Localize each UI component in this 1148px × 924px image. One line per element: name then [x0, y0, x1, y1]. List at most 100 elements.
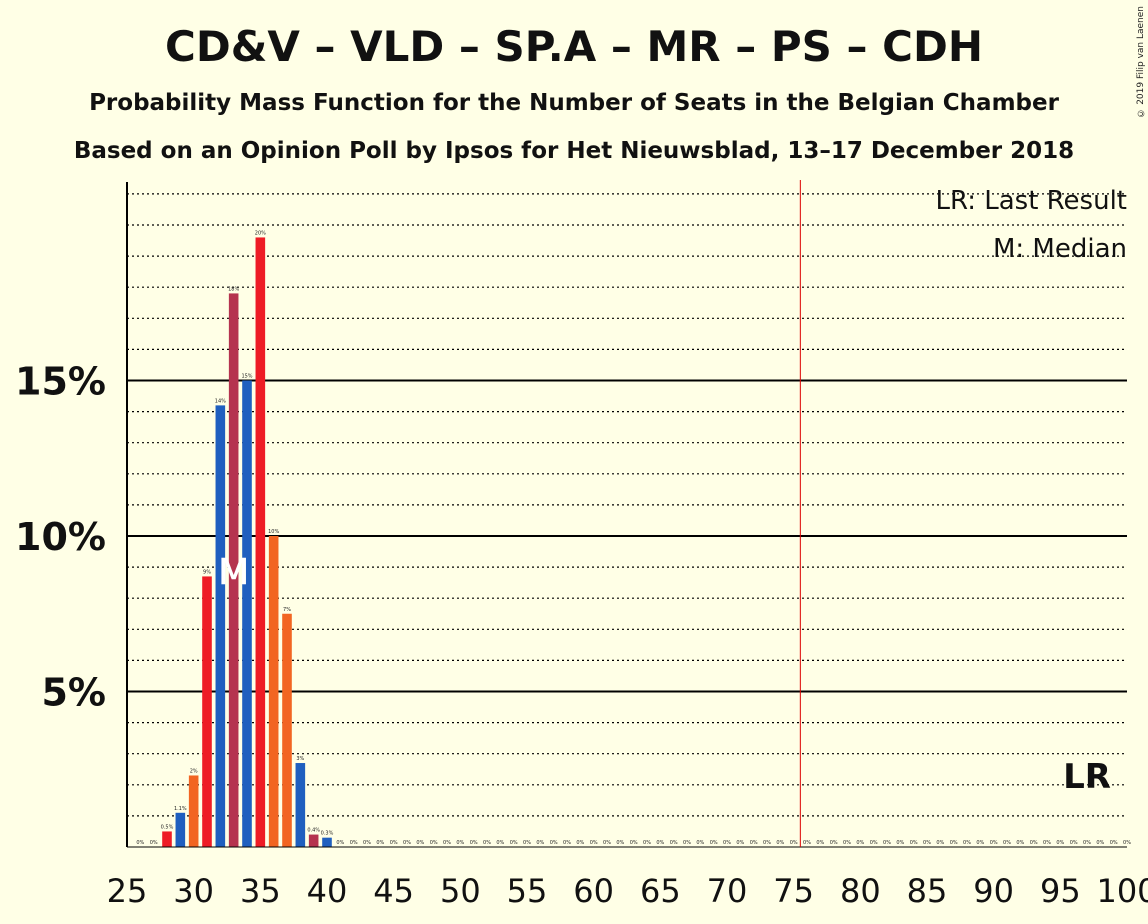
bar-label-42: 0% [350, 840, 358, 846]
x-tick-label-95: 95 [1040, 872, 1081, 910]
bar-label-40: 0.3% [321, 831, 334, 837]
bar-label-46: 0% [403, 840, 411, 846]
bar-label-50: 0% [456, 840, 464, 846]
bar-label-37: 7% [283, 607, 291, 613]
bar-label-93: 0% [1030, 840, 1038, 846]
bar-label-53: 0% [496, 840, 504, 846]
bar-label-100: 0% [1123, 840, 1131, 846]
bar-label-80: 0% [856, 840, 864, 846]
bar-label-63: 0% [630, 840, 638, 846]
bar-38 [295, 763, 306, 847]
bar-label-86: 0% [936, 840, 944, 846]
bar-label-91: 0% [1003, 840, 1011, 846]
y-tick-label-5: 5% [41, 671, 106, 715]
bar-label-89: 0% [976, 840, 984, 846]
bar-label-48: 0% [430, 840, 438, 846]
x-tick-label-60: 60 [573, 872, 614, 910]
bar-label-73: 0% [763, 840, 771, 846]
bar-label-71: 0% [736, 840, 744, 846]
bar-label-96: 0% [1070, 840, 1078, 846]
bar-label-83: 0% [896, 840, 904, 846]
bar-label-77: 0% [816, 840, 824, 846]
bar-label-38: 3% [296, 756, 304, 762]
bar-30 [188, 775, 199, 847]
bar-label-95: 0% [1056, 840, 1064, 846]
bar-label-29: 1.1% [174, 806, 187, 812]
bar-label-55: 0% [523, 840, 531, 846]
bar-label-62: 0% [616, 840, 624, 846]
x-tick-label-80: 80 [840, 872, 881, 910]
bar-label-92: 0% [1016, 840, 1024, 846]
legend-entry-0: LR: Last Result [935, 186, 1127, 216]
x-tick-label-55: 55 [507, 872, 548, 910]
bar-label-49: 0% [443, 840, 451, 846]
bar-label-79: 0% [843, 840, 851, 846]
bar-label-51: 0% [470, 840, 478, 846]
bar-label-60: 0% [590, 840, 598, 846]
grid-lines [127, 193, 1127, 817]
axes: 5% 10% 15% 25 30 35 40 45 50 55 60 65 70 75 80 85 90 95 10… [15, 182, 1148, 910]
bar-label-75: 0% [790, 840, 798, 846]
last-result-marker: LR [1063, 757, 1111, 797]
bar-33 [228, 293, 239, 847]
bar-label-68: 0% [696, 840, 704, 846]
bar-label-47: 0% [416, 840, 424, 846]
bar-label-27: 0% [150, 840, 158, 846]
bar-label-45: 0% [390, 840, 398, 846]
bar-label-74: 0% [776, 840, 784, 846]
bar-32 [215, 405, 226, 847]
bar-label-57: 0% [550, 840, 558, 846]
bar-label-44: 0% [376, 840, 384, 846]
x-tick-label-85: 85 [907, 872, 948, 910]
bar-35 [255, 237, 266, 847]
bar-label-65: 0% [656, 840, 664, 846]
bar-label-70: 0% [723, 840, 731, 846]
bar-label-67: 0% [683, 840, 691, 846]
bar-label-33: 18% [228, 286, 239, 292]
bar-label-78: 0% [830, 840, 838, 846]
bar-label-84: 0% [910, 840, 918, 846]
bar-label-72: 0% [750, 840, 758, 846]
bar-label-90: 0% [990, 840, 998, 846]
x-tick-label-35: 35 [240, 872, 281, 910]
bar-31 [202, 576, 212, 847]
bar-label-41: 0% [336, 840, 344, 846]
bar-label-28: 0.5% [161, 824, 174, 830]
bar-label-59: 0% [576, 840, 584, 846]
x-tick-label-45: 45 [373, 872, 414, 910]
y-tick-label-15: 15% [15, 360, 106, 404]
bar-37 [282, 613, 292, 847]
bar-39 [308, 834, 319, 847]
bar-label-39: 0.4% [307, 828, 320, 834]
x-tick-label-100: 100 [1096, 872, 1148, 910]
bar-label-88: 0% [963, 840, 971, 846]
bar-40 [322, 837, 332, 847]
bar-label-61: 0% [603, 840, 611, 846]
annotations: M LR LR: Last Result M: Median [218, 180, 1127, 847]
x-tick-label-90: 90 [973, 872, 1014, 910]
bar-label-66: 0% [670, 840, 678, 846]
bar-label-98: 0% [1096, 840, 1104, 846]
bar-label-82: 0% [883, 840, 891, 846]
bar-label-87: 0% [950, 840, 958, 846]
x-tick-label-30: 30 [173, 872, 214, 910]
bar-label-58: 0% [563, 840, 571, 846]
bar-34 [242, 380, 252, 847]
x-tick-label-70: 70 [707, 872, 748, 910]
bar-label-30: 2% [190, 768, 198, 774]
bar-label-99: 0% [1110, 840, 1118, 846]
bar-28 [162, 831, 172, 847]
bar-label-94: 0% [1043, 840, 1051, 846]
x-tick-label-65: 65 [640, 872, 681, 910]
x-tick-label-50: 50 [440, 872, 481, 910]
bar-label-32: 14% [215, 398, 226, 404]
bar-label-64: 0% [643, 840, 651, 846]
legend-entry-1: M: Median [993, 234, 1127, 264]
x-tick-label-40: 40 [307, 872, 348, 910]
bar-label-97: 0% [1083, 840, 1091, 846]
bar-label-54: 0% [510, 840, 518, 846]
bars: 0% 0%0.5%1.1%2%9%14%18%15%20%10%7%3%0.4%0… [136, 230, 1131, 847]
chart-subtitle-1: Probability Mass Function for the Number… [89, 90, 1059, 116]
bar-label-69: 0% [710, 840, 718, 846]
